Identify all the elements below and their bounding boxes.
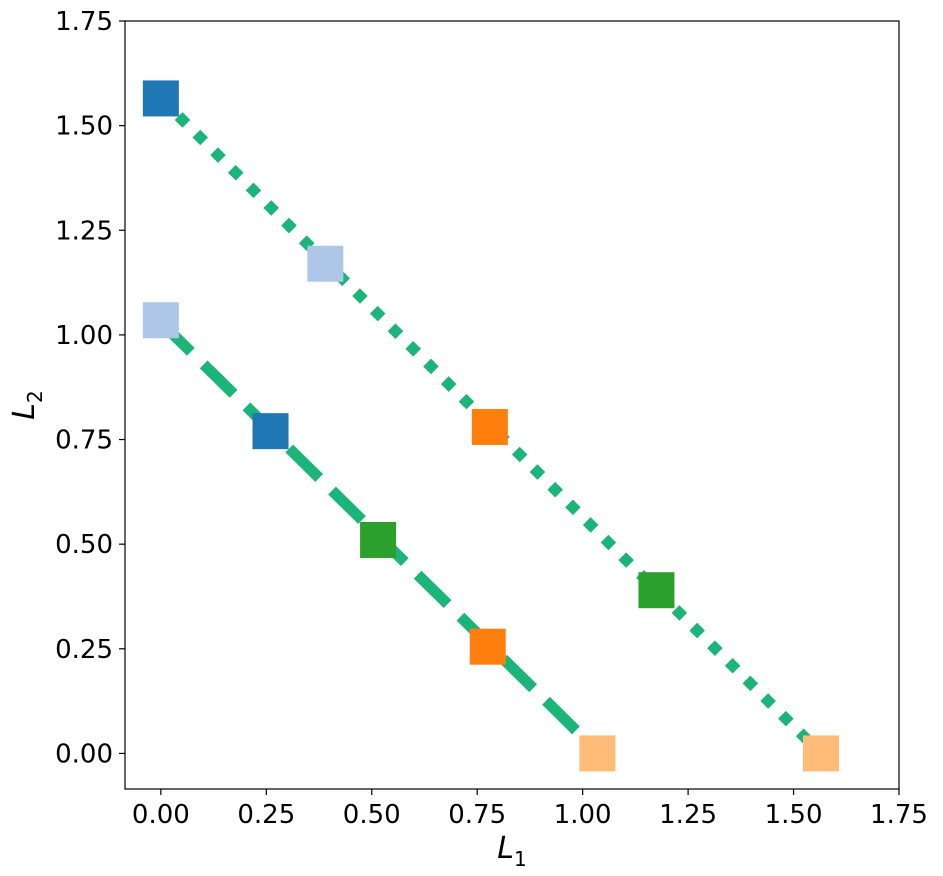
x-tick-label: 0.25	[237, 800, 295, 830]
x-axis-label: L1	[497, 831, 526, 871]
data-point	[360, 521, 397, 558]
y-axis: 0.00 0.25 0.50 0.75 1.00 1.25 1.50 1.75	[55, 7, 125, 769]
x-tick-label: 0.75	[448, 800, 506, 830]
plot-frame	[124, 20, 900, 790]
y-tick-label: 0.00	[55, 739, 113, 769]
data-point	[469, 628, 506, 665]
data-point	[142, 80, 179, 117]
x-tick-label: 0.00	[132, 800, 190, 830]
data-point	[802, 735, 839, 772]
y-tick-label: 0.25	[55, 635, 113, 665]
data-point	[307, 245, 344, 282]
data-points	[142, 80, 839, 772]
x-tick-label: 1.75	[870, 800, 928, 830]
y-tick-label: 0.75	[55, 426, 113, 456]
x-tick-label: 1.25	[659, 800, 717, 830]
x-tick-label: 1.00	[554, 800, 612, 830]
y-axis-label: L2	[7, 390, 47, 419]
data-point	[252, 413, 289, 450]
y-tick-label: 1.50	[55, 112, 113, 142]
x-tick-label: 0.50	[343, 800, 401, 830]
x-axis: 0.00 0.25 0.50 0.75 1.00 1.25 1.50 1.75	[132, 789, 928, 830]
y-tick-label: 1.00	[55, 321, 113, 351]
series-line-dotted	[156, 94, 825, 758]
data-point	[579, 735, 616, 772]
y-tick-label: 1.75	[55, 7, 113, 37]
x-tick-label: 1.50	[765, 800, 823, 830]
y-tick-label: 0.50	[55, 530, 113, 560]
data-point	[471, 408, 508, 445]
y-tick-label: 1.25	[55, 216, 113, 246]
data-point	[638, 572, 675, 609]
data-point	[142, 302, 179, 339]
